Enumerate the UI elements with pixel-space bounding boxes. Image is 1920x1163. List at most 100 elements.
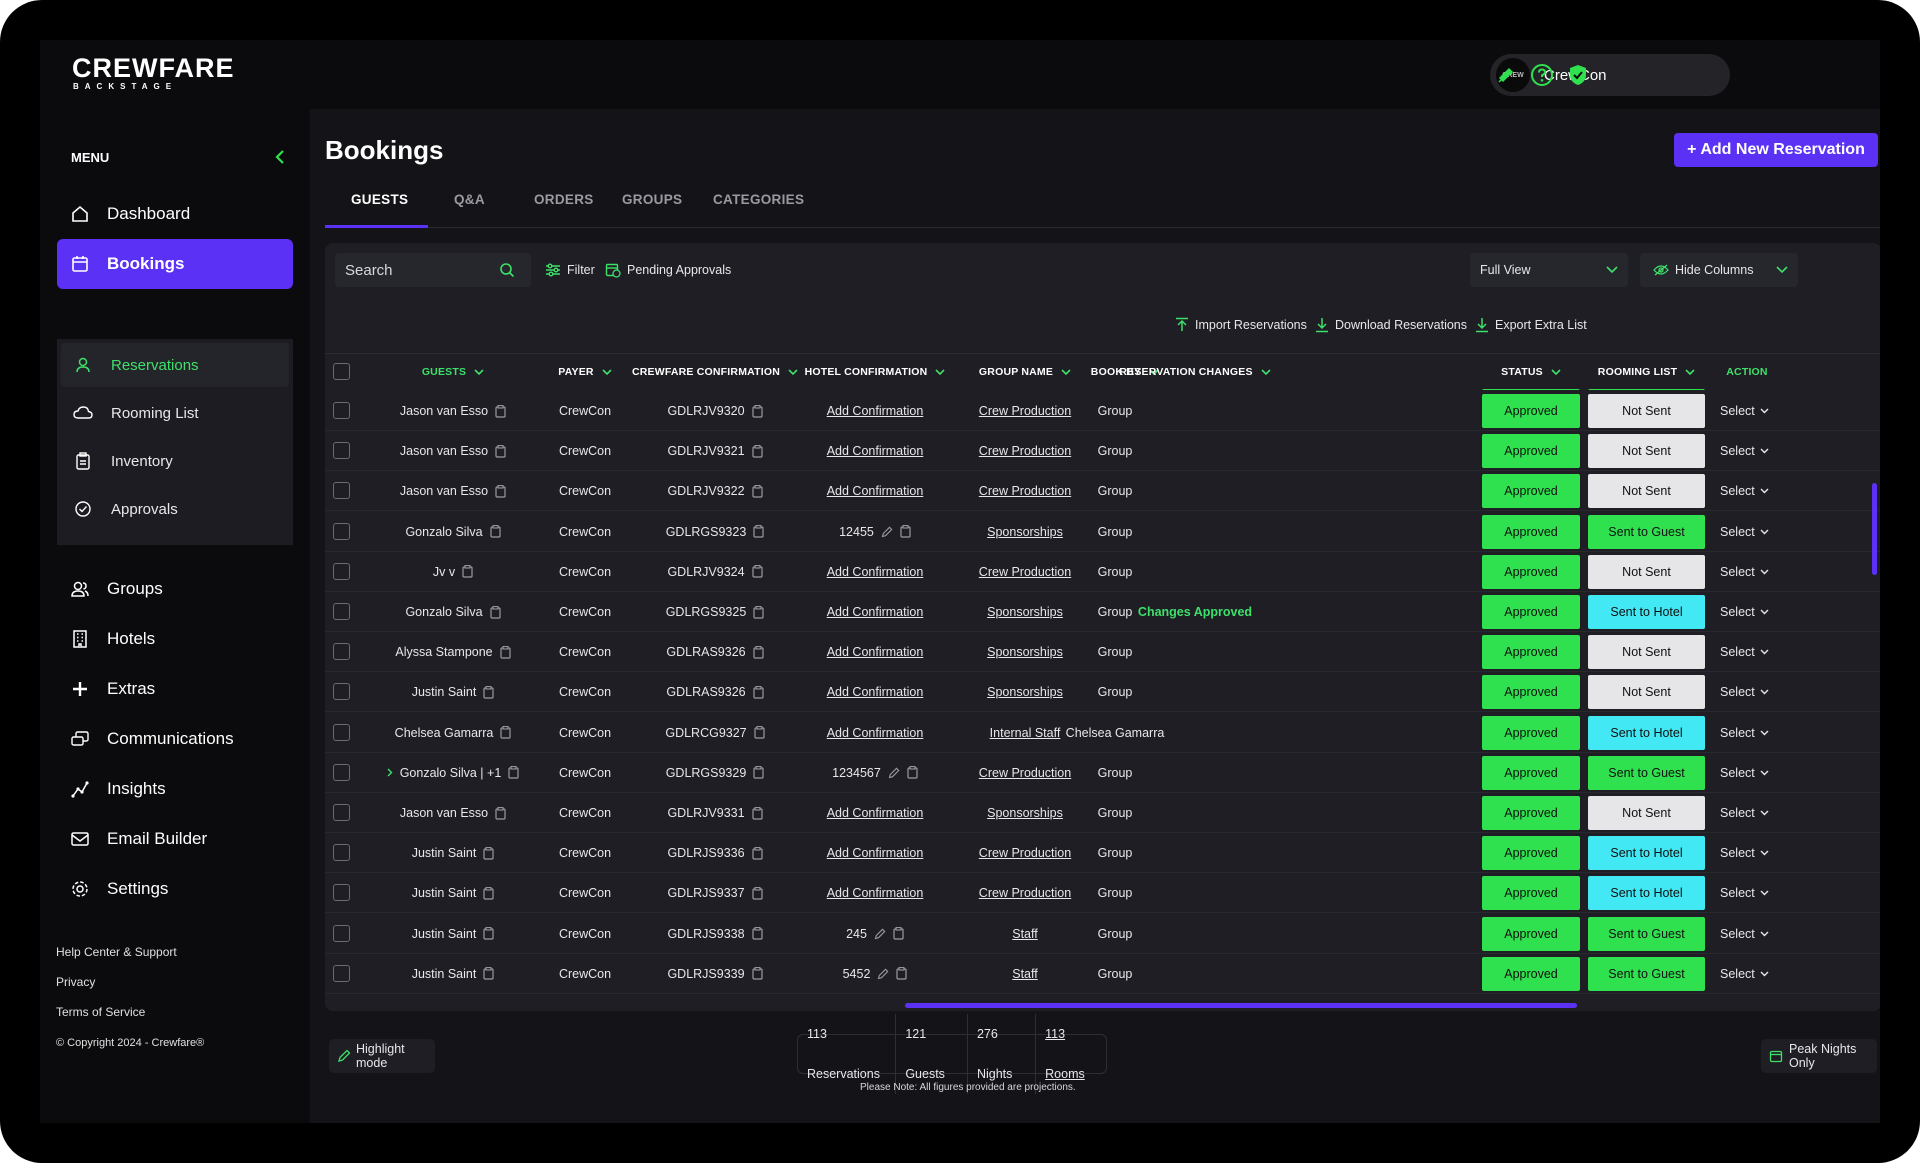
status-badge[interactable]: Approved <box>1482 916 1580 951</box>
rooming-status-badge[interactable]: Sent to Guest <box>1588 916 1705 951</box>
rooming-status-badge[interactable]: Not Sent <box>1588 635 1705 670</box>
status-badge[interactable]: Approved <box>1482 554 1580 589</box>
rooming-status-badge[interactable]: Sent to Hotel <box>1588 715 1705 750</box>
column-crewfare-confirmation[interactable]: CREWFARE CONFIRMATION <box>625 354 805 390</box>
table-row[interactable]: Gonzalo Silva CrewCon GDLRGS9325 Add Confir… <box>325 592 1880 632</box>
column-group-name[interactable]: GROUP NAME <box>945 354 1105 390</box>
chevron-right-icon[interactable] <box>387 768 393 777</box>
import-reservations-button[interactable]: Import Reservations <box>1175 317 1307 333</box>
add-confirmation-link[interactable]: Add Confirmation <box>826 404 924 418</box>
table-row[interactable]: Justin Saint CrewCon GDLRJS9337 Add Confirm… <box>325 873 1880 914</box>
action-select[interactable]: Select <box>1720 713 1769 753</box>
search-icon[interactable] <box>499 262 515 278</box>
copy-icon[interactable] <box>754 726 765 739</box>
action-select[interactable]: Select <box>1720 914 1769 954</box>
group-name-link[interactable]: Sponsorships <box>987 645 1063 660</box>
copy-icon[interactable] <box>751 565 763 578</box>
copy-icon[interactable] <box>489 605 501 619</box>
add-confirmation-link[interactable]: Add Confirmation <box>826 806 924 820</box>
table-row[interactable]: Justin Saint CrewCon GDLRJS9336 Add Confirm… <box>325 833 1880 874</box>
privacy-link[interactable]: Privacy <box>56 975 96 989</box>
table-row[interactable]: Chelsea Gamarra CrewCon GDLRCG9327 Add Conf… <box>325 713 1880 753</box>
guest-name[interactable]: Alyssa Stampone <box>395 645 493 660</box>
copy-icon[interactable] <box>751 806 763 820</box>
copy-icon[interactable] <box>907 766 918 779</box>
action-select[interactable]: Select <box>1720 512 1769 552</box>
export-extra-list-button[interactable]: Export Extra List <box>1475 317 1587 333</box>
row-checkbox[interactable] <box>333 804 350 821</box>
row-checkbox[interactable] <box>333 844 350 862</box>
pending-approvals-button[interactable]: Pending Approvals <box>605 253 731 287</box>
edit-icon[interactable] <box>881 526 893 538</box>
add-confirmation-link[interactable]: Add Confirmation <box>826 886 924 901</box>
group-name-link[interactable]: Crew Production <box>978 886 1072 901</box>
status-badge[interactable]: Approved <box>1482 876 1580 911</box>
copy-icon[interactable] <box>751 927 763 940</box>
rooming-status-badge[interactable]: Sent to Hotel <box>1588 836 1705 871</box>
org-selector[interactable]: CREW CrewCon <box>1490 54 1730 96</box>
guest-name[interactable]: Gonzalo Silva <box>405 524 483 539</box>
copy-icon[interactable] <box>753 645 764 659</box>
action-select[interactable]: Select <box>1720 954 1769 994</box>
rooms-count-link[interactable]: 113 Rooms <box>1045 1027 1085 1081</box>
action-select[interactable]: Select <box>1720 632 1769 672</box>
sidebar-subitem-reservations[interactable]: Reservations <box>61 343 289 387</box>
copy-icon[interactable] <box>462 565 473 578</box>
guest-name[interactable]: Justin Saint <box>411 846 477 861</box>
add-confirmation-link[interactable]: Add Confirmation <box>826 645 924 660</box>
group-name-link[interactable]: Crew Production <box>978 484 1072 499</box>
sidebar-item-hotels[interactable]: Hotels <box>57 615 293 663</box>
view-select[interactable]: Full View <box>1470 253 1628 287</box>
select-all-checkbox[interactable] <box>333 363 350 380</box>
guest-name[interactable]: Gonzalo Silva <box>405 605 483 619</box>
status-badge[interactable]: Approved <box>1482 474 1580 509</box>
row-checkbox[interactable] <box>333 763 350 781</box>
brand-logo[interactable]: CREWFARE BACKSTAGE <box>72 55 235 92</box>
guest-name[interactable]: Gonzalo Silva | +1 <box>399 765 502 780</box>
sidebar-item-settings[interactable]: Settings <box>57 865 293 913</box>
status-badge[interactable]: Approved <box>1482 434 1580 469</box>
sidebar-item-dashboard[interactable]: Dashboard <box>57 190 293 238</box>
sidebar-item-insights[interactable]: Insights <box>57 765 293 813</box>
action-select[interactable]: Select <box>1720 672 1769 712</box>
copy-icon[interactable] <box>483 886 494 900</box>
guest-name[interactable]: Jason van Esso <box>399 806 489 820</box>
table-row[interactable]: Jason van Esso CrewCon GDLRJV9321 Add Confi… <box>325 431 1880 472</box>
add-confirmation-link[interactable]: Add Confirmation <box>826 846 924 861</box>
copy-icon[interactable] <box>500 645 511 659</box>
copy-icon[interactable] <box>483 685 494 699</box>
sidebar-item-groups[interactable]: Groups <box>57 565 293 613</box>
vertical-scrollbar[interactable] <box>1872 483 1877 575</box>
copy-icon[interactable] <box>893 927 904 940</box>
guest-name[interactable]: Justin Saint <box>411 685 477 700</box>
action-select[interactable]: Select <box>1720 873 1769 913</box>
column-rooming-list[interactable]: ROOMING LIST <box>1588 354 1705 390</box>
row-checkbox[interactable] <box>333 482 350 500</box>
download-reservations-button[interactable]: Download Reservations <box>1315 317 1467 333</box>
action-select[interactable]: Select <box>1720 552 1769 592</box>
table-row[interactable]: Justin Saint CrewCon GDLRAS9326 Add Confirm… <box>325 672 1880 713</box>
copy-icon[interactable] <box>495 404 506 418</box>
group-name-link[interactable]: Sponsorships <box>987 605 1063 619</box>
filter-button[interactable]: Filter <box>545 253 595 287</box>
copy-icon[interactable] <box>483 967 494 980</box>
help-icon[interactable] <box>1529 62 1555 88</box>
column-hotel-confirmation[interactable]: HOTEL CONFIRMATION <box>775 354 975 390</box>
copy-icon[interactable] <box>483 846 494 860</box>
copy-icon[interactable] <box>896 967 908 980</box>
group-name-link[interactable]: Crew Production <box>978 765 1072 780</box>
rooming-status-badge[interactable]: Not Sent <box>1588 554 1705 589</box>
group-name-link[interactable]: Staff <box>1012 966 1038 981</box>
add-confirmation-link[interactable]: Add Confirmation <box>826 444 924 459</box>
copy-icon[interactable] <box>495 806 506 820</box>
table-row[interactable]: Justin Saint CrewCon GDLRJS9338 245 Staff Gro… <box>325 914 1880 954</box>
column-reservation-changes[interactable]: RESERVATION CHANGES <box>1115 354 1275 390</box>
copy-icon[interactable] <box>500 726 511 739</box>
column-guests[interactable]: GUESTS <box>383 354 523 390</box>
status-badge[interactable]: Approved <box>1482 796 1580 830</box>
copy-icon[interactable] <box>508 766 519 779</box>
rooming-status-badge[interactable]: Not Sent <box>1588 796 1705 830</box>
copy-icon[interactable] <box>483 927 494 940</box>
sidebar-subitem-approvals[interactable]: Approvals <box>61 487 289 531</box>
status-badge[interactable]: Approved <box>1482 394 1580 428</box>
